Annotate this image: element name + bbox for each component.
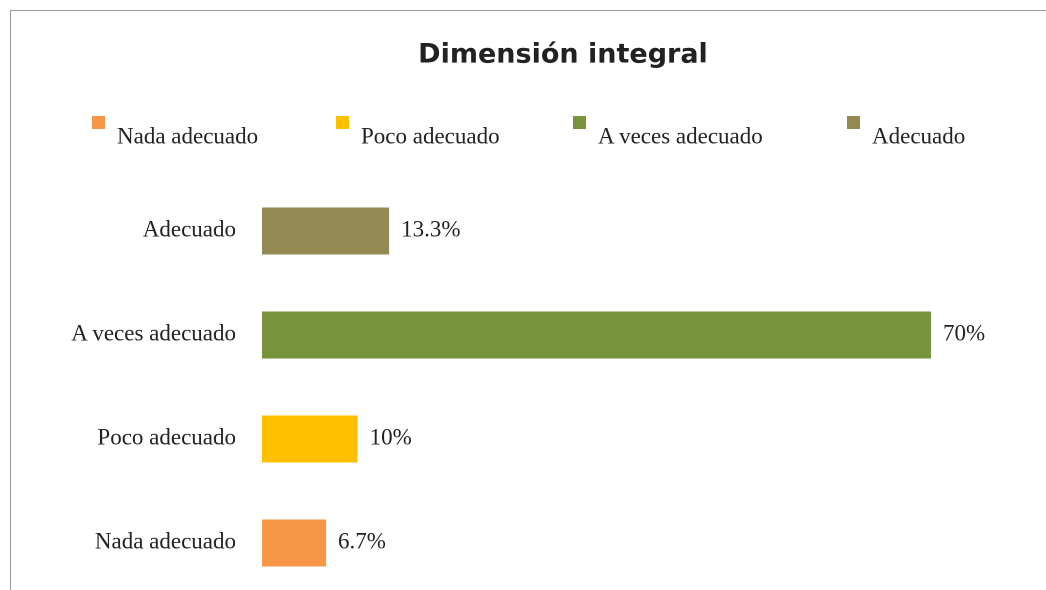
legend-swatch	[92, 116, 105, 129]
bar	[262, 311, 931, 359]
y-tick-label: Adecuado	[143, 216, 236, 241]
bar	[262, 207, 390, 255]
legend-label: Nada adecuado	[117, 123, 258, 148]
legend-label: Adecuado	[872, 123, 965, 148]
chart-title: Dimensión integral	[418, 39, 708, 70]
data-label: 6.7%	[338, 528, 386, 553]
y-tick-label: Nada adecuado	[95, 528, 236, 553]
legend-swatch	[336, 116, 349, 129]
y-tick-label: Poco adecuado	[97, 424, 236, 449]
data-label: 13.3%	[401, 216, 460, 241]
legend-swatch	[847, 116, 860, 129]
y-tick-label: A veces adecuado	[71, 320, 236, 345]
chart-frame	[10, 10, 1046, 590]
legend-label: Poco adecuado	[361, 123, 500, 148]
legend-swatch	[573, 116, 586, 129]
data-label: 10%	[370, 424, 412, 449]
bar	[262, 415, 358, 463]
bar	[262, 519, 327, 567]
data-label: 70%	[943, 320, 985, 345]
legend-label: A veces adecuado	[598, 123, 763, 148]
